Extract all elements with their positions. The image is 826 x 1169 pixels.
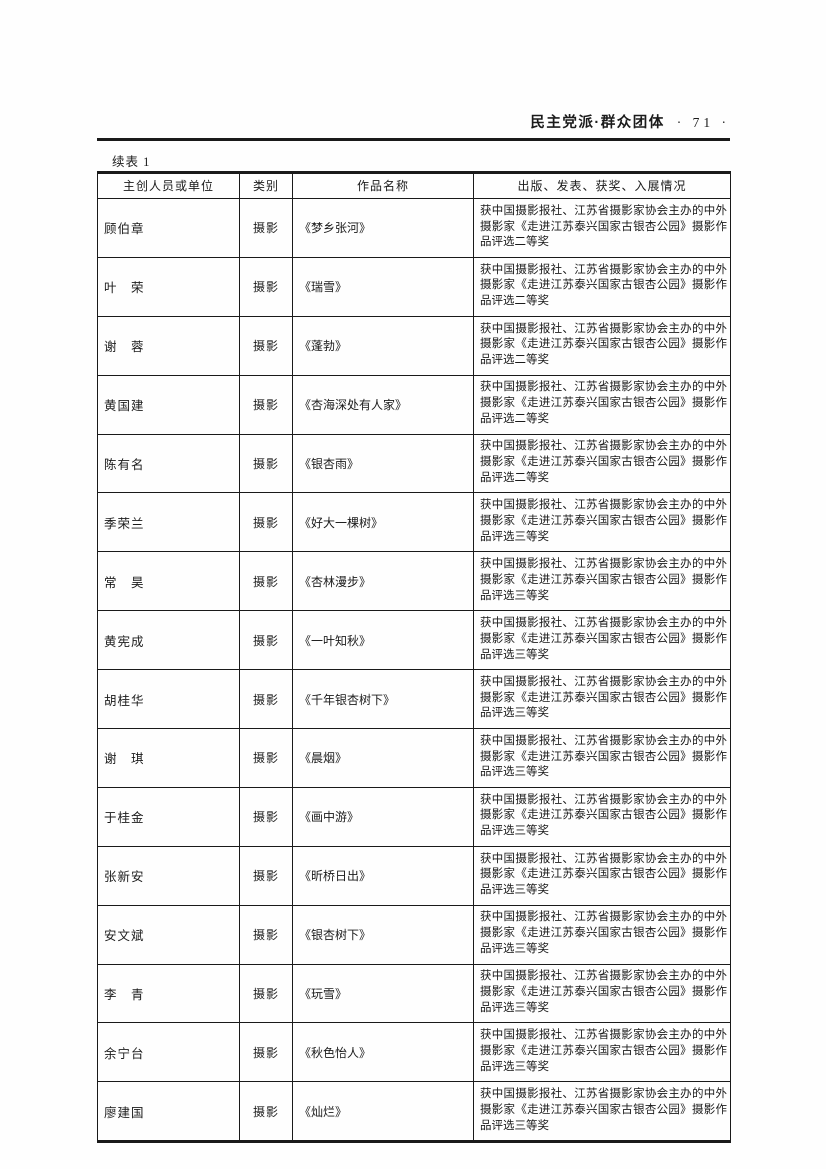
work-title-cell: 《灿烂》	[292, 1081, 474, 1143]
column-header-award-status: 出版、发表、获奖、入展情况	[473, 172, 731, 199]
creator-cell: 陈有名	[97, 433, 240, 494]
section-title: 民主党派·群众团体	[530, 115, 665, 131]
table-row: 陈有名 摄影 《银杏雨》 获中国摄影报社、江苏省摄影家协会主办的中外摄影家《走进…	[97, 433, 731, 494]
award-status-cell: 获中国摄影报社、江苏省摄影家协会主办的中外摄影家《走进江苏泰兴国家古银杏公园》摄…	[473, 374, 731, 435]
award-status-cell: 获中国摄影报社、江苏省摄影家协会主办的中外摄影家《走进江苏泰兴国家古银杏公园》摄…	[473, 433, 731, 494]
creator-cell: 胡桂华	[97, 669, 240, 730]
table-row: 谢 琪 摄影 《晨烟》 获中国摄影报社、江苏省摄影家协会主办的中外摄影家《走进江…	[97, 728, 731, 788]
work-title-cell: 《银杏雨》	[292, 433, 474, 494]
work-title-cell: 《梦乡张河》	[292, 198, 474, 258]
category-cell: 摄影	[239, 786, 293, 847]
table-row: 季荣兰 摄影 《好大一棵树》 获中国摄影报社、江苏省摄影家协会主办的中外摄影家《…	[97, 492, 731, 553]
category-cell: 摄影	[239, 610, 293, 671]
table-row: 于桂金 摄影 《画中游》 获中国摄影报社、江苏省摄影家协会主办的中外摄影家《走进…	[97, 786, 731, 847]
table-row: 黄国建 摄影 《杏海深处有人家》 获中国摄影报社、江苏省摄影家协会主办的中外摄影…	[97, 374, 731, 435]
column-header-work-title: 作品名称	[292, 172, 474, 199]
table-row: 黄宪成 摄影 《一叶知秋》 获中国摄影报社、江苏省摄影家协会主办的中外摄影家《走…	[97, 610, 731, 671]
award-status-cell: 获中国摄影报社、江苏省摄影家协会主办的中外摄影家《走进江苏泰兴国家古银杏公园》摄…	[473, 256, 731, 317]
work-title-cell: 《银杏树下》	[292, 904, 474, 965]
award-status-cell: 获中国摄影报社、江苏省摄影家协会主办的中外摄影家《走进江苏泰兴国家古银杏公园》摄…	[473, 963, 731, 1024]
creator-cell: 张新安	[97, 845, 240, 906]
work-title-cell: 《秋色怡人》	[292, 1022, 474, 1083]
award-status-cell: 获中国摄影报社、江苏省摄影家协会主办的中外摄影家《走进江苏泰兴国家古银杏公园》摄…	[473, 669, 731, 730]
table-continuation-label: 续表 1	[112, 155, 151, 169]
category-cell: 摄影	[239, 728, 293, 788]
table-row: 叶 荣 摄影 《瑞雪》 获中国摄影报社、江苏省摄影家协会主办的中外摄影家《走进江…	[97, 256, 731, 317]
award-status-cell: 获中国摄影报社、江苏省摄影家协会主办的中外摄影家《走进江苏泰兴国家古银杏公园》摄…	[473, 904, 731, 965]
category-cell: 摄影	[239, 904, 293, 965]
creator-cell: 谢 蓉	[97, 315, 240, 376]
table-row: 谢 蓉 摄影 《蓬勃》 获中国摄影报社、江苏省摄影家协会主办的中外摄影家《走进江…	[97, 315, 731, 376]
running-head: 民主党派·群众团体 · 71 ·	[530, 111, 730, 132]
award-status-cell: 获中国摄影报社、江苏省摄影家协会主办的中外摄影家《走进江苏泰兴国家古银杏公园》摄…	[473, 610, 731, 671]
work-title-cell: 《玩雪》	[292, 963, 474, 1024]
table-row: 安文斌 摄影 《银杏树下》 获中国摄影报社、江苏省摄影家协会主办的中外摄影家《走…	[97, 904, 731, 965]
award-status-cell: 获中国摄影报社、江苏省摄影家协会主办的中外摄影家《走进江苏泰兴国家古银杏公园》摄…	[473, 1081, 731, 1143]
table-body: 顾伯章 摄影 《梦乡张河》 获中国摄影报社、江苏省摄影家协会主办的中外摄影家《走…	[97, 198, 731, 1143]
table-row: 常 昊 摄影 《杏林漫步》 获中国摄影报社、江苏省摄影家协会主办的中外摄影家《走…	[97, 551, 731, 612]
table-row: 廖建国 摄影 《灿烂》 获中国摄影报社、江苏省摄影家协会主办的中外摄影家《走进江…	[97, 1081, 731, 1143]
work-title-cell: 《蓬勃》	[292, 315, 474, 376]
creator-cell: 安文斌	[97, 904, 240, 965]
works-awards-table: 主创人员或单位 类别 作品名称 出版、发表、获奖、入展情况 顾伯章 摄影 《梦乡…	[97, 171, 731, 1144]
category-cell: 摄影	[239, 256, 293, 317]
creator-cell: 季荣兰	[97, 492, 240, 553]
award-status-cell: 获中国摄影报社、江苏省摄影家协会主办的中外摄影家《走进江苏泰兴国家古银杏公园》摄…	[473, 728, 731, 788]
creator-cell: 廖建国	[97, 1081, 240, 1143]
creator-cell: 黄宪成	[97, 610, 240, 671]
category-cell: 摄影	[239, 669, 293, 730]
category-cell: 摄影	[239, 551, 293, 612]
category-cell: 摄影	[239, 1022, 293, 1083]
creator-cell: 于桂金	[97, 786, 240, 847]
work-title-cell: 《画中游》	[292, 786, 474, 847]
work-title-cell: 《杏海深处有人家》	[292, 374, 474, 435]
creator-cell: 常 昊	[97, 551, 240, 612]
table-row: 顾伯章 摄影 《梦乡张河》 获中国摄影报社、江苏省摄影家协会主办的中外摄影家《走…	[97, 198, 731, 258]
creator-cell: 李 青	[97, 963, 240, 1024]
work-title-cell: 《好大一棵树》	[292, 492, 474, 553]
award-status-cell: 获中国摄影报社、江苏省摄影家协会主办的中外摄影家《走进江苏泰兴国家古银杏公园》摄…	[473, 551, 731, 612]
work-title-cell: 《瑞雪》	[292, 256, 474, 317]
page-number: · 71 ·	[676, 115, 730, 130]
creator-cell: 谢 琪	[97, 728, 240, 788]
work-title-cell: 《晨烟》	[292, 728, 474, 788]
creator-cell: 顾伯章	[97, 198, 240, 258]
creator-cell: 黄国建	[97, 374, 240, 435]
category-cell: 摄影	[239, 492, 293, 553]
header-rule	[97, 138, 730, 141]
work-title-cell: 《千年银杏树下》	[292, 669, 474, 730]
creator-cell: 叶 荣	[97, 256, 240, 317]
table-row: 李 青 摄影 《玩雪》 获中国摄影报社、江苏省摄影家协会主办的中外摄影家《走进江…	[97, 963, 731, 1024]
award-status-cell: 获中国摄影报社、江苏省摄影家协会主办的中外摄影家《走进江苏泰兴国家古银杏公园》摄…	[473, 1022, 731, 1083]
category-cell: 摄影	[239, 315, 293, 376]
table-header-row: 主创人员或单位 类别 作品名称 出版、发表、获奖、入展情况	[97, 172, 731, 199]
creator-cell: 余宁台	[97, 1022, 240, 1083]
award-status-cell: 获中国摄影报社、江苏省摄影家协会主办的中外摄影家《走进江苏泰兴国家古银杏公园》摄…	[473, 845, 731, 906]
award-status-cell: 获中国摄影报社、江苏省摄影家协会主办的中外摄影家《走进江苏泰兴国家古银杏公园》摄…	[473, 198, 731, 258]
table-row: 余宁台 摄影 《秋色怡人》 获中国摄影报社、江苏省摄影家协会主办的中外摄影家《走…	[97, 1022, 731, 1083]
category-cell: 摄影	[239, 374, 293, 435]
category-cell: 摄影	[239, 198, 293, 258]
table-header: 主创人员或单位 类别 作品名称 出版、发表、获奖、入展情况	[97, 172, 731, 199]
work-title-cell: 《杏林漫步》	[292, 551, 474, 612]
category-cell: 摄影	[239, 433, 293, 494]
category-cell: 摄影	[239, 845, 293, 906]
table-row: 张新安 摄影 《昕桥日出》 获中国摄影报社、江苏省摄影家协会主办的中外摄影家《走…	[97, 845, 731, 906]
work-title-cell: 《昕桥日出》	[292, 845, 474, 906]
column-header-category: 类别	[239, 172, 293, 199]
category-cell: 摄影	[239, 963, 293, 1024]
award-status-cell: 获中国摄影报社、江苏省摄影家协会主办的中外摄影家《走进江苏泰兴国家古银杏公园》摄…	[473, 786, 731, 847]
work-title-cell: 《一叶知秋》	[292, 610, 474, 671]
column-header-creator: 主创人员或单位	[97, 172, 240, 199]
table-row: 胡桂华 摄影 《千年银杏树下》 获中国摄影报社、江苏省摄影家协会主办的中外摄影家…	[97, 669, 731, 730]
award-status-cell: 获中国摄影报社、江苏省摄影家协会主办的中外摄影家《走进江苏泰兴国家古银杏公园》摄…	[473, 315, 731, 376]
award-status-cell: 获中国摄影报社、江苏省摄影家协会主办的中外摄影家《走进江苏泰兴国家古银杏公园》摄…	[473, 492, 731, 553]
category-cell: 摄影	[239, 1081, 293, 1143]
